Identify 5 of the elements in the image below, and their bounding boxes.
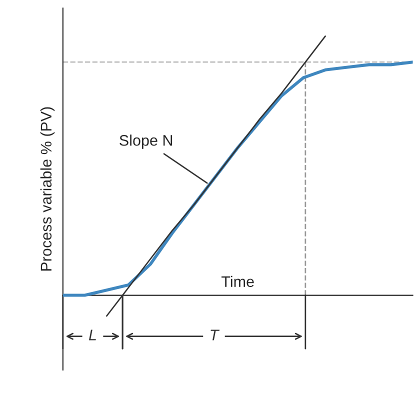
text: L	[88, 330, 96, 340]
annotation: Slope N	[120, 134, 172, 149]
y-axis-title: Process variable % (PV)	[40, 107, 55, 271]
text: T	[210, 330, 220, 340]
x-axis-title: Time	[222, 276, 254, 288]
